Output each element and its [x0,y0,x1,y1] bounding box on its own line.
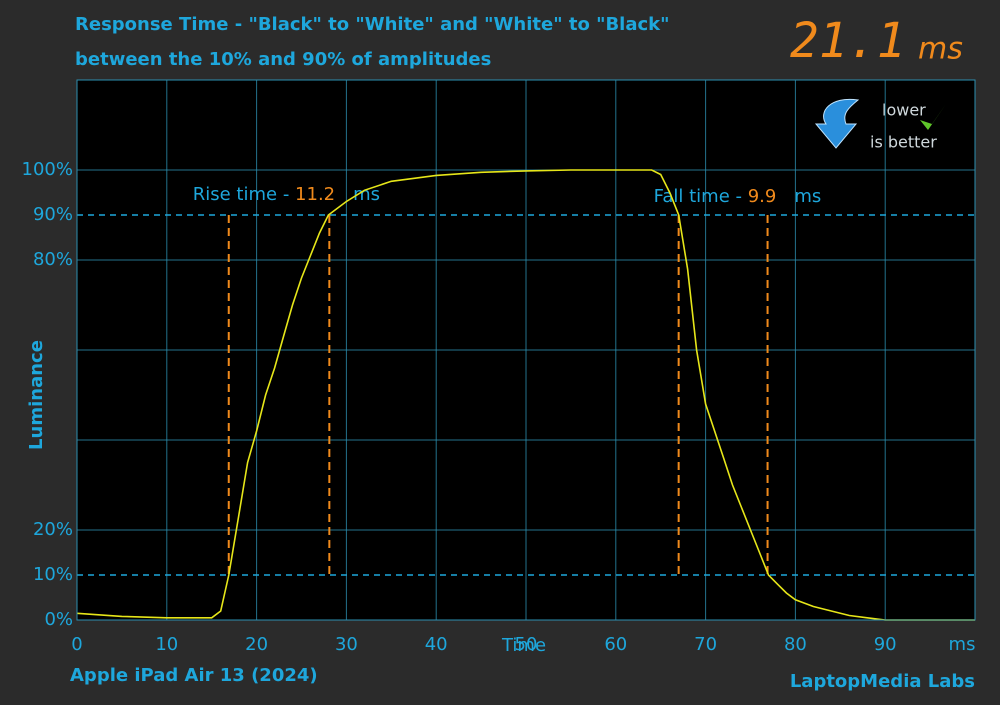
response-line [76,169,975,621]
x-tick-label: 70 [694,634,717,655]
x-tick-label: 10 [155,634,178,655]
x-tick-label: 80 [784,634,807,655]
check-icon [920,104,946,130]
x-tick-label: 50 [515,634,538,655]
x-unit: ms [949,634,976,655]
x-tick-label: 60 [604,634,627,655]
badge-line: lower [882,101,926,120]
source-label: LaptopMedia Labs [790,671,975,692]
plot-border [76,79,976,621]
chart-subtitle: between the 10% and 90% of amplitudes [75,49,491,70]
headline: 21.1 ms [790,13,963,69]
y-tick-label: 100% [22,159,73,180]
annotation-unit: ms [794,186,821,207]
y-tick-label: 0% [44,609,73,630]
annotation-value: 9.9 [748,186,777,207]
y-axis-label: Luminance [26,340,47,450]
annotation: Rise time - 11.2 ms [193,184,380,205]
badge-line: is better [870,133,937,152]
headline-value: 21.1 [790,13,906,69]
annotation-unit: ms [353,184,380,205]
x-tick-label: 20 [245,634,268,655]
y-tick-label: 10% [33,564,73,585]
device-label: Apple iPad Air 13 (2024) [70,665,318,686]
annotation: Fall time - 9.9 ms [654,186,822,207]
annotation-label: Rise time - [193,184,295,205]
arrow-icon [814,98,860,149]
y-tick-label: 90% [33,204,73,225]
x-tick-label: 30 [335,634,358,655]
badge: lower is better [814,98,946,152]
y-tick-label: 80% [33,249,73,270]
x-tick-label: 40 [425,634,448,655]
headline-unit: ms [918,32,963,67]
annotation-label: Fall time - [654,186,748,207]
x-axis-label: Time [501,635,546,656]
x-tick-label: 0 [71,634,82,655]
chart-title: Response Time - "Black" to "White" and "… [75,14,670,35]
annotation-value: 11.2 [295,184,335,205]
x-tick-label: 90 [874,634,897,655]
y-tick-label: 20% [33,519,73,540]
